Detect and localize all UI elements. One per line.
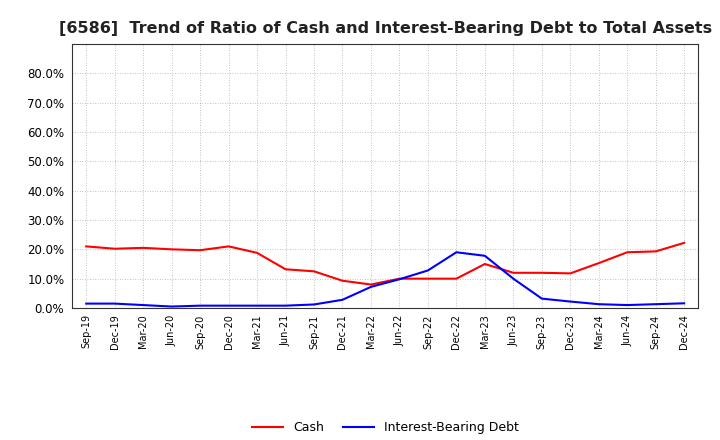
Cash <box>452 276 461 281</box>
Cash <box>566 271 575 276</box>
Cash <box>282 267 290 272</box>
Cash <box>167 247 176 252</box>
Interest-Bearing Debt <box>623 302 631 308</box>
Cash <box>537 270 546 275</box>
Cash <box>366 282 375 287</box>
Cash <box>423 276 432 281</box>
Title: [6586]  Trend of Ratio of Cash and Interest-Bearing Debt to Total Assets: [6586] Trend of Ratio of Cash and Intere… <box>58 21 712 36</box>
Interest-Bearing Debt <box>282 303 290 308</box>
Interest-Bearing Debt <box>167 304 176 309</box>
Interest-Bearing Debt <box>423 268 432 273</box>
Cash <box>509 270 518 275</box>
Interest-Bearing Debt <box>595 301 603 307</box>
Interest-Bearing Debt <box>566 299 575 304</box>
Interest-Bearing Debt <box>225 303 233 308</box>
Interest-Bearing Debt <box>652 301 660 307</box>
Interest-Bearing Debt <box>509 276 518 281</box>
Interest-Bearing Debt <box>110 301 119 306</box>
Interest-Bearing Debt <box>680 301 688 306</box>
Cash <box>680 240 688 246</box>
Interest-Bearing Debt <box>366 284 375 290</box>
Interest-Bearing Debt <box>537 296 546 301</box>
Cash <box>82 244 91 249</box>
Interest-Bearing Debt <box>480 253 489 258</box>
Cash <box>110 246 119 251</box>
Line: Interest-Bearing Debt: Interest-Bearing Debt <box>86 252 684 307</box>
Cash <box>310 269 318 274</box>
Line: Cash: Cash <box>86 243 684 285</box>
Legend: Cash, Interest-Bearing Debt: Cash, Interest-Bearing Debt <box>247 416 523 439</box>
Cash <box>480 261 489 267</box>
Cash <box>225 244 233 249</box>
Interest-Bearing Debt <box>139 302 148 308</box>
Interest-Bearing Debt <box>82 301 91 306</box>
Interest-Bearing Debt <box>196 303 204 308</box>
Interest-Bearing Debt <box>310 302 318 307</box>
Cash <box>595 260 603 266</box>
Cash <box>253 250 261 256</box>
Cash <box>139 245 148 250</box>
Interest-Bearing Debt <box>338 297 347 302</box>
Cash <box>395 276 404 281</box>
Interest-Bearing Debt <box>452 249 461 255</box>
Cash <box>623 249 631 255</box>
Cash <box>652 249 660 254</box>
Interest-Bearing Debt <box>253 303 261 308</box>
Cash <box>196 248 204 253</box>
Interest-Bearing Debt <box>395 277 404 282</box>
Cash <box>338 278 347 283</box>
